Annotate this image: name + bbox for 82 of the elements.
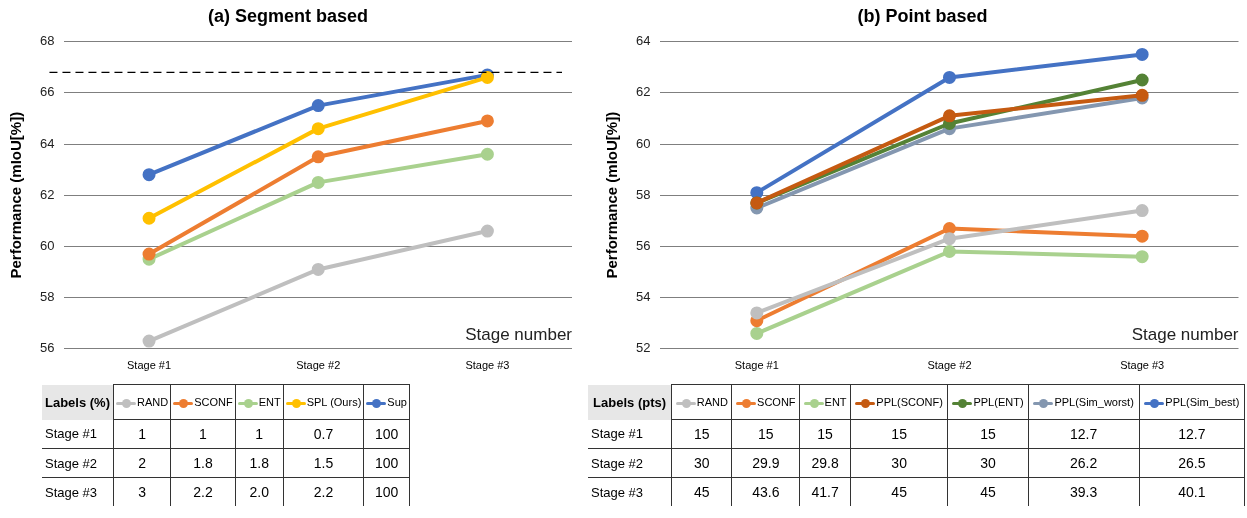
text: 1.5 [283, 448, 364, 478]
legend-label: ENT [235, 384, 284, 420]
x-tick-label: Stage #1 [127, 359, 172, 372]
y-axis-title: Performance (mIoU[%]) [7, 111, 25, 279]
text: 100 [363, 448, 410, 478]
legend-label: RAND [113, 384, 171, 420]
x-axis-title: Stage number [465, 324, 573, 344]
y-tick-label: 52 [635, 340, 651, 356]
x-tick-label: Stage #3 [465, 359, 510, 372]
category-label: Stage #3 [45, 484, 98, 500]
text: 1 [113, 419, 171, 449]
y-tick-label: 62 [39, 186, 55, 202]
category-label: Stage #3 [591, 484, 644, 500]
text: 30 [947, 448, 1029, 478]
text: 45 [671, 477, 732, 506]
text: 15 [671, 419, 732, 449]
text: 1 [170, 419, 236, 449]
text: 2.2 [283, 477, 364, 506]
text: 2 [113, 448, 171, 478]
text: 1 [235, 419, 284, 449]
chart-title: (b) Point based [857, 5, 988, 26]
text: 100 [363, 419, 410, 449]
text: 29.8 [799, 448, 851, 478]
text: 3 [113, 477, 171, 506]
text: 39.3 [1028, 477, 1140, 506]
y-tick-label: 68 [39, 33, 55, 49]
text: 26.5 [1139, 448, 1245, 478]
y-tick-label: 60 [635, 135, 651, 151]
text: 30 [850, 448, 948, 478]
chart-title: (a) Segment based [207, 5, 369, 26]
text: 45 [947, 477, 1029, 506]
text: 15 [947, 419, 1029, 449]
y-tick-label: 56 [635, 237, 651, 253]
legend-label: PPL(ENT) [947, 384, 1029, 420]
legend-label: SCONF [170, 384, 236, 420]
x-tick-label: Stage #2 [296, 359, 341, 372]
legend-label: RAND [671, 384, 732, 420]
text: 26.2 [1028, 448, 1140, 478]
y-tick-label: 64 [39, 135, 55, 151]
legend-label: ENT [799, 384, 851, 420]
category-label: Stage #2 [45, 455, 98, 471]
x-tick-label: Stage #1 [734, 359, 779, 372]
text: 15 [850, 419, 948, 449]
y-tick-label: 64 [635, 33, 651, 49]
text: 0.7 [283, 419, 364, 449]
category-label: Stage #1 [591, 426, 644, 442]
category-label: Stage #1 [45, 426, 98, 442]
x-tick-label: Stage #2 [927, 359, 972, 372]
text: 43.6 [731, 477, 800, 506]
text: 41.7 [799, 477, 851, 506]
y-tick-label: 60 [39, 237, 55, 253]
y-tick-label: 58 [635, 186, 651, 202]
legend-label: SCONF [731, 384, 800, 420]
category-label: Stage #2 [591, 455, 644, 471]
text: 45 [850, 477, 948, 506]
y-tick-label: 54 [635, 289, 651, 305]
text: 1.8 [170, 448, 236, 478]
text: Labels (pts) [588, 384, 672, 420]
y-tick-label: 62 [635, 84, 651, 100]
legend-label: PPL(SCONF) [850, 384, 948, 420]
y-tick-label: 56 [39, 340, 55, 356]
text: 12.7 [1139, 419, 1245, 449]
legend-label: PPL(Sim_best) [1139, 384, 1245, 420]
x-axis-title: Stage number [1131, 324, 1239, 344]
text: 29.9 [731, 448, 800, 478]
text: 40.1 [1139, 477, 1245, 506]
y-tick-label: 66 [39, 84, 55, 100]
text: 15 [799, 419, 851, 449]
text: 1.8 [235, 448, 284, 478]
text: 2.2 [170, 477, 236, 506]
text: 2.0 [235, 477, 284, 506]
y-axis-title: Performance (mIoU[%]) [603, 111, 621, 279]
text: 30 [671, 448, 732, 478]
x-tick-label: Stage #3 [1120, 359, 1165, 372]
legend-label: SPL (Ours) [283, 384, 364, 420]
legend-label: Sup [363, 384, 410, 420]
text: 15 [731, 419, 800, 449]
legend-label: PPL(Sim_worst) [1028, 384, 1140, 420]
y-tick-label: 58 [39, 289, 55, 305]
text: Labels (%) [42, 384, 114, 420]
text: 12.7 [1028, 419, 1140, 449]
text: 100 [363, 477, 410, 506]
